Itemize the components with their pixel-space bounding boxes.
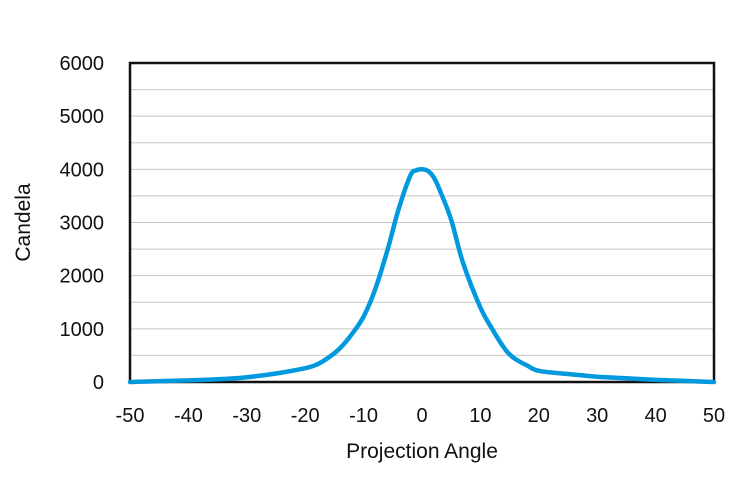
x-tick-label: 40: [644, 405, 666, 427]
x-tick-label: -40: [174, 405, 203, 427]
y-tick-label: 3000: [60, 213, 105, 235]
x-tick-label: 0: [416, 405, 427, 427]
series-layer: [127, 167, 717, 385]
x-tick-label: 10: [469, 405, 491, 427]
x-tick-label: 20: [528, 405, 550, 427]
y-tick-label: 1000: [60, 319, 105, 341]
y-tick-label: 5000: [60, 106, 105, 128]
y-tick-label: 6000: [60, 53, 105, 75]
y-tick-label: 4000: [60, 159, 105, 181]
x-tick-label: 30: [586, 405, 608, 427]
x-tick-label: 50: [703, 405, 725, 427]
x-tick-label: -50: [116, 405, 145, 427]
series-line: [127, 167, 717, 385]
grid-lines: [130, 89, 714, 356]
x-tick-labels: -50 -40 -30 -20 -10 0 10 20 30 40 50: [116, 405, 726, 427]
y-tick-labels: 0 1000 2000 3000 4000 5000 6000: [60, 53, 105, 394]
y-axis-label: Candela: [12, 183, 35, 262]
plot-frame: [128, 61, 716, 384]
y-tick-label: 0: [93, 372, 104, 394]
x-tick-label: -30: [232, 405, 261, 427]
x-tick-label: -10: [349, 405, 378, 427]
y-tick-label: 2000: [60, 266, 105, 288]
x-tick-label: -20: [291, 405, 320, 427]
x-axis-label: Projection Angle: [346, 440, 498, 463]
